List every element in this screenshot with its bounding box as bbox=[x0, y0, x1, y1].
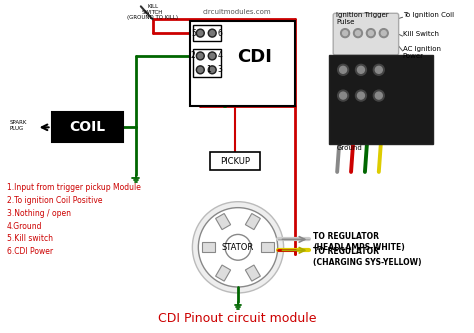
Bar bbox=[202, 242, 215, 252]
FancyBboxPatch shape bbox=[333, 13, 399, 55]
Text: 5.Kill switch: 5.Kill switch bbox=[7, 234, 53, 243]
Circle shape bbox=[208, 66, 216, 74]
Text: TO REGULATOR
(CHARGING SYS-YELLOW): TO REGULATOR (CHARGING SYS-YELLOW) bbox=[313, 247, 422, 267]
Circle shape bbox=[341, 29, 349, 38]
Circle shape bbox=[374, 64, 384, 75]
Circle shape bbox=[198, 208, 278, 287]
Circle shape bbox=[368, 31, 374, 36]
Circle shape bbox=[210, 54, 215, 58]
Circle shape bbox=[225, 234, 251, 260]
Circle shape bbox=[356, 90, 366, 101]
Text: 3: 3 bbox=[218, 65, 223, 74]
Circle shape bbox=[210, 67, 215, 72]
Circle shape bbox=[198, 31, 203, 36]
Circle shape bbox=[192, 202, 283, 293]
Bar bbox=[193, 49, 221, 77]
Text: circuitmodules.com: circuitmodules.com bbox=[203, 9, 271, 15]
Circle shape bbox=[196, 29, 204, 37]
Circle shape bbox=[196, 52, 204, 60]
Bar bbox=[246, 265, 260, 281]
Circle shape bbox=[337, 64, 348, 75]
Circle shape bbox=[337, 90, 348, 101]
Text: 6: 6 bbox=[218, 29, 223, 38]
Text: 1.Input from trigger pickup Module: 1.Input from trigger pickup Module bbox=[7, 183, 141, 192]
Circle shape bbox=[374, 90, 384, 101]
Bar bbox=[216, 265, 231, 281]
Text: Kill Switch: Kill Switch bbox=[402, 31, 438, 37]
Bar bbox=[261, 242, 274, 252]
Text: 5: 5 bbox=[191, 29, 196, 38]
Circle shape bbox=[210, 31, 215, 36]
Text: 3.Nothing / open: 3.Nothing / open bbox=[7, 209, 71, 218]
Bar bbox=[210, 152, 260, 170]
Bar bbox=[52, 113, 123, 142]
Bar bbox=[193, 25, 221, 41]
Circle shape bbox=[208, 29, 216, 37]
Text: CDI: CDI bbox=[237, 48, 273, 66]
Bar bbox=[329, 55, 433, 144]
Text: SPARK
PLUG: SPARK PLUG bbox=[10, 120, 27, 131]
Bar bbox=[191, 21, 294, 106]
Text: To Ignition Coil: To Ignition Coil bbox=[402, 12, 454, 18]
Circle shape bbox=[343, 31, 347, 36]
Text: 4: 4 bbox=[218, 51, 223, 60]
Circle shape bbox=[375, 66, 382, 73]
Circle shape bbox=[357, 66, 365, 73]
Circle shape bbox=[356, 31, 360, 36]
Circle shape bbox=[340, 66, 346, 73]
Circle shape bbox=[375, 92, 382, 99]
Text: CDI Pinout circuit module: CDI Pinout circuit module bbox=[158, 312, 316, 325]
Circle shape bbox=[366, 29, 375, 38]
Bar bbox=[216, 213, 231, 230]
Text: COIL: COIL bbox=[69, 120, 105, 134]
Text: 2.To ignition Coil Positive: 2.To ignition Coil Positive bbox=[7, 196, 102, 205]
Circle shape bbox=[356, 64, 366, 75]
Text: STATOR: STATOR bbox=[222, 243, 254, 252]
Text: KILL
SWITCH
(GROUND TO KILL): KILL SWITCH (GROUND TO KILL) bbox=[127, 4, 178, 20]
Circle shape bbox=[381, 31, 386, 36]
Text: PICKUP: PICKUP bbox=[220, 157, 250, 166]
Circle shape bbox=[208, 52, 216, 60]
Text: 1: 1 bbox=[206, 65, 210, 74]
Circle shape bbox=[379, 29, 388, 38]
Text: 6.CDI Power: 6.CDI Power bbox=[7, 247, 53, 256]
Text: 4.Ground: 4.Ground bbox=[7, 221, 43, 230]
Text: TO REGULATOR
(HEADLAMPS-WHITE): TO REGULATOR (HEADLAMPS-WHITE) bbox=[313, 232, 405, 252]
Circle shape bbox=[196, 66, 204, 74]
Circle shape bbox=[198, 54, 203, 58]
Text: 2: 2 bbox=[191, 51, 196, 60]
Text: Ground: Ground bbox=[336, 145, 362, 151]
Circle shape bbox=[340, 92, 346, 99]
Bar bbox=[246, 213, 260, 230]
Circle shape bbox=[198, 67, 203, 72]
Circle shape bbox=[354, 29, 363, 38]
Text: Ignition Trigger
Pulse: Ignition Trigger Pulse bbox=[336, 12, 389, 25]
Circle shape bbox=[357, 92, 365, 99]
Text: AC Ignition
Power: AC Ignition Power bbox=[402, 46, 441, 59]
